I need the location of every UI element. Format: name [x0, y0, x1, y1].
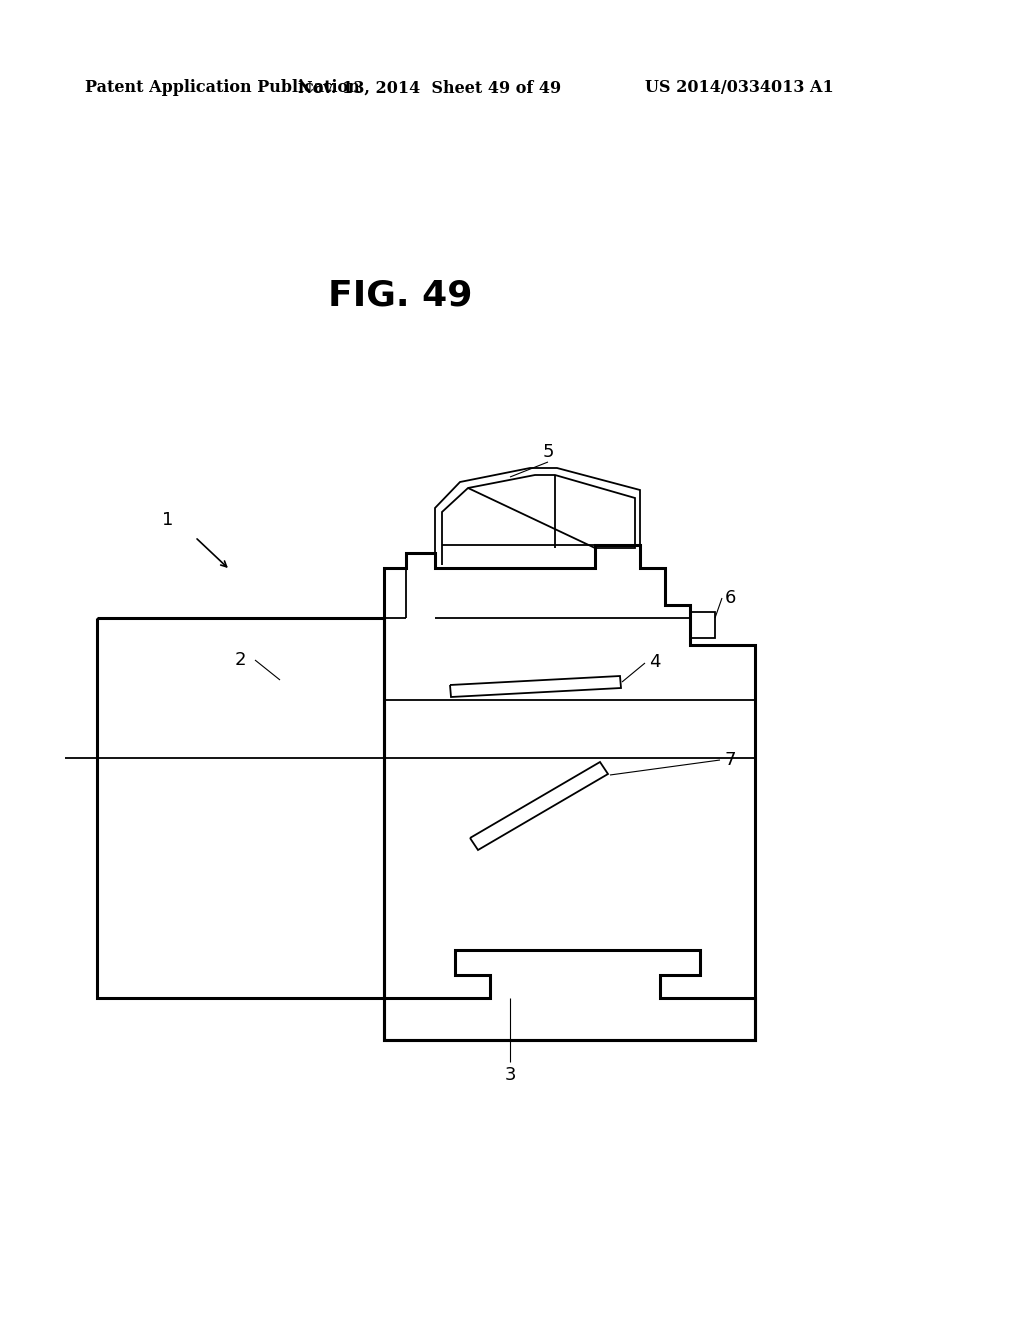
- Text: 5: 5: [543, 444, 554, 461]
- Text: Patent Application Publication: Patent Application Publication: [85, 79, 359, 96]
- Text: 7: 7: [724, 751, 736, 770]
- Text: FIG. 49: FIG. 49: [328, 279, 472, 312]
- Text: 1: 1: [163, 511, 174, 529]
- Text: 2: 2: [234, 651, 246, 669]
- Text: Nov. 13, 2014  Sheet 49 of 49: Nov. 13, 2014 Sheet 49 of 49: [298, 79, 561, 96]
- Text: US 2014/0334013 A1: US 2014/0334013 A1: [645, 79, 834, 96]
- Text: 3: 3: [504, 1067, 516, 1084]
- Text: 6: 6: [724, 589, 735, 607]
- Text: 4: 4: [649, 653, 660, 671]
